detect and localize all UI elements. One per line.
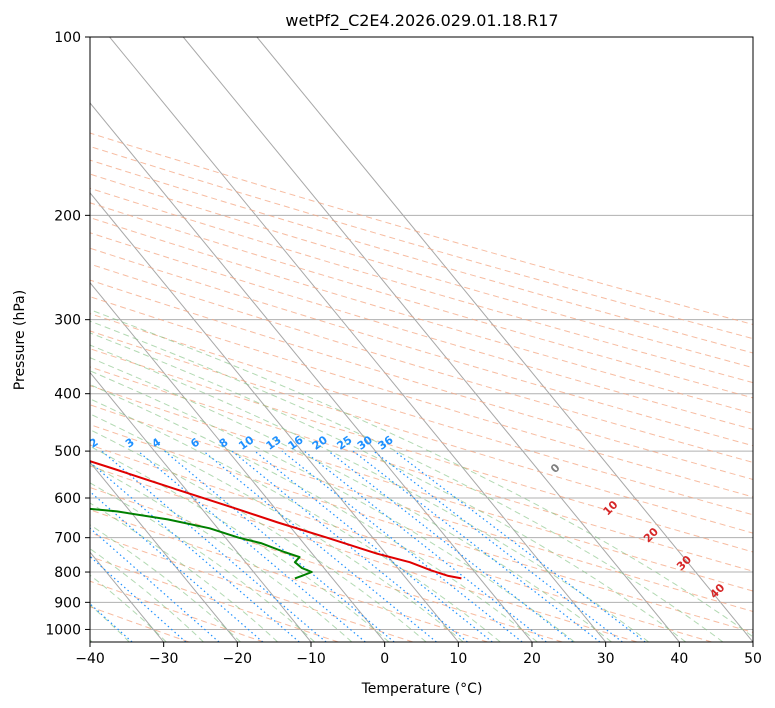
moist-adiabat-line bbox=[90, 429, 427, 642]
x-tick-label: −20 bbox=[223, 651, 253, 667]
y-tick-label: 1000 bbox=[45, 622, 81, 638]
isotherm-label: -10 bbox=[64, 343, 87, 367]
x-axis-title: Temperature (°C) bbox=[361, 681, 483, 697]
dry-adiabat-line bbox=[90, 444, 712, 642]
y-tick-label: 700 bbox=[54, 531, 81, 547]
y-tick-label: 300 bbox=[54, 313, 81, 329]
mixing-ratio-label: 2 bbox=[87, 436, 101, 451]
x-tick-label: 20 bbox=[523, 651, 541, 667]
moist-adiabat-line bbox=[90, 309, 753, 638]
moist-adiabat-line bbox=[90, 344, 650, 642]
temperature-line bbox=[90, 460, 462, 580]
moist-adiabat-line bbox=[90, 502, 278, 642]
dry-adiabat-line bbox=[90, 532, 414, 642]
y-tick-label: 800 bbox=[54, 565, 81, 581]
isotherm-line bbox=[90, 371, 312, 642]
y-tick-label: 100 bbox=[54, 30, 81, 46]
dry-adiabat-line bbox=[90, 202, 753, 399]
x-tick-label: 40 bbox=[670, 651, 688, 667]
moist-adiabat-line bbox=[90, 320, 724, 642]
x-tick-label: −40 bbox=[75, 651, 105, 667]
y-axis-title: Pressure (hPa) bbox=[12, 290, 28, 390]
dry-adiabat-line bbox=[90, 187, 753, 384]
mixing-ratio-line bbox=[90, 527, 220, 642]
x-tick-label: 10 bbox=[449, 651, 467, 667]
moist-adiabat-line bbox=[90, 463, 353, 642]
dry-adiabat-line bbox=[90, 263, 753, 463]
mixing-ratio-line bbox=[90, 490, 264, 642]
x-tick-label: −30 bbox=[149, 651, 179, 667]
isotherm-line bbox=[256, 37, 753, 642]
isotherm-line bbox=[182, 37, 680, 642]
profile-lines bbox=[90, 460, 462, 580]
x-tick-label: 0 bbox=[380, 651, 389, 667]
moist-adiabat-line bbox=[90, 332, 687, 642]
y-tick-label: 500 bbox=[54, 444, 81, 460]
isotherm-line bbox=[90, 192, 459, 642]
mixing-ratio-line bbox=[373, 450, 623, 642]
mixing-ratio-line bbox=[231, 450, 468, 642]
mixing-ratio-line bbox=[281, 450, 523, 642]
mixing-ratio-line bbox=[303, 450, 547, 642]
dry-adiabat-line bbox=[90, 296, 753, 498]
plot-background bbox=[90, 37, 753, 642]
mixing-ratio-line bbox=[394, 450, 646, 642]
background-lines bbox=[90, 37, 753, 642]
mixing-ratio-line bbox=[90, 461, 300, 642]
moist-adiabat-line bbox=[90, 384, 538, 642]
x-tick-label: 30 bbox=[597, 651, 615, 667]
mixing-ratio-line bbox=[254, 450, 493, 642]
moist-adiabat-line bbox=[90, 357, 612, 642]
moist-adiabat-line bbox=[90, 445, 390, 642]
dry-adiabat-line bbox=[90, 486, 563, 642]
plot-frame bbox=[89, 36, 754, 643]
mixing-ratio-label: 1 bbox=[28, 436, 42, 451]
x-tick-label: −10 bbox=[296, 651, 326, 667]
axes: −40 −30 −20 −10 0 10 20 30 40 50 100 200 300 400 500 60… bbox=[45, 30, 762, 667]
y-tick-label: 200 bbox=[54, 208, 81, 224]
moist-adiabat-line bbox=[90, 548, 204, 642]
dry-adiabat-line bbox=[90, 232, 753, 430]
dry-adiabat-line bbox=[90, 424, 753, 633]
dry-adiabat-line bbox=[90, 279, 753, 481]
moist-adiabat-line bbox=[90, 482, 316, 642]
mixing-ratio-line bbox=[164, 450, 395, 642]
dry-adiabat-line bbox=[90, 145, 753, 340]
y-tick-label: 600 bbox=[54, 491, 81, 507]
dry-adiabat-line bbox=[90, 385, 753, 592]
isotherm-line bbox=[109, 37, 607, 642]
dry-adiabat-line bbox=[90, 313, 753, 516]
moist-adiabat-line bbox=[90, 524, 241, 642]
x-tick-label: 50 bbox=[744, 651, 762, 667]
y-tick-label: 900 bbox=[54, 595, 81, 611]
chart-title: wetPf2_C2E4.2026.029.01.18.R17 bbox=[285, 11, 558, 31]
y-tick-label: 400 bbox=[54, 387, 81, 403]
dry-adiabat-line bbox=[90, 465, 638, 642]
dry-adiabat-line bbox=[90, 159, 753, 354]
dry-adiabat-line bbox=[90, 404, 753, 612]
dewpoint-line bbox=[90, 507, 313, 580]
mixing-ratio-label: 0.6 bbox=[0, 432, 7, 454]
moist-adiabat-line bbox=[90, 398, 501, 642]
mixing-ratio-line bbox=[203, 450, 437, 642]
isotherm-line bbox=[90, 461, 238, 642]
moist-adiabat-line bbox=[90, 574, 167, 642]
